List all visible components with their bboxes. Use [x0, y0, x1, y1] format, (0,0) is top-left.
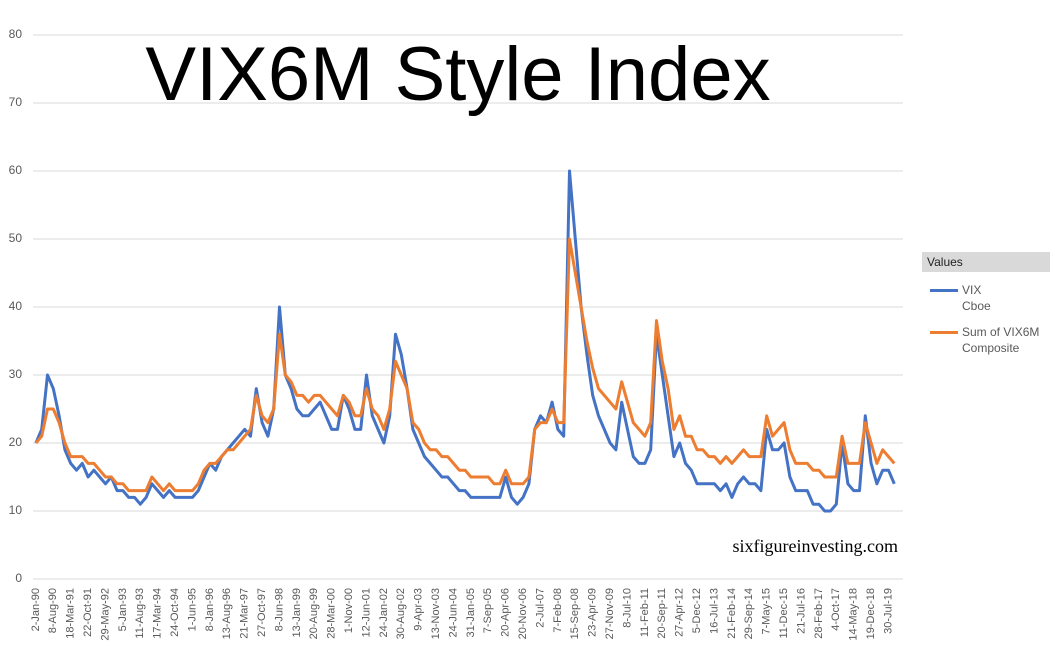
- x-tick-label: 14-May-18: [848, 588, 860, 641]
- y-tick-label: 20: [9, 435, 23, 449]
- x-tick-label: 2-Jul-07: [534, 588, 546, 628]
- x-tick-label: 21-Mar-97: [239, 588, 251, 639]
- legend-title: Values: [922, 252, 1050, 272]
- x-tick-label: 2-Jan-90: [30, 588, 42, 631]
- x-tick-label: 20-Nov-06: [517, 588, 529, 639]
- legend-swatch: [930, 331, 958, 334]
- x-tick-label: 13-Nov-03: [430, 588, 442, 639]
- y-tick-label: 70: [9, 95, 23, 109]
- x-tick-label: 5-Dec-12: [691, 588, 703, 633]
- x-tick-label: 12-Jun-01: [360, 588, 372, 638]
- x-tick-label: 21-Jul-16: [795, 588, 807, 634]
- x-tick-label: 30-Aug-02: [395, 588, 407, 639]
- x-tick-label: 30-Jul-19: [882, 588, 894, 634]
- x-tick-label: 16-Jul-13: [708, 588, 720, 634]
- x-tick-label: 1-Nov-00: [343, 588, 355, 633]
- x-tick-label: 20-Aug-99: [308, 588, 320, 639]
- x-tick-label: 20-Apr-06: [500, 588, 512, 637]
- legend: Values VIX Cboe Sum of VIX6M Composite: [922, 252, 1050, 356]
- y-tick-label: 60: [9, 163, 23, 177]
- y-tick-label: 80: [9, 27, 23, 41]
- y-tick-label: 0: [15, 571, 22, 585]
- x-tick-label: 9-Apr-03: [413, 588, 425, 631]
- x-tick-label: 28-Mar-00: [326, 588, 338, 639]
- y-tick-label: 30: [9, 367, 23, 381]
- legend-entry: VIX Cboe: [922, 282, 1050, 314]
- grid: 0 10 20 30 40 50 60 70 80 2-Jan-90 8-Aug-90 18-Mar-…: [9, 27, 903, 641]
- x-tick-label: 28-Feb-17: [813, 588, 825, 639]
- legend-label: Sum of VIX6M Composite: [962, 325, 1040, 355]
- chart-title: VIX6M Style Index: [145, 32, 770, 117]
- series-line: [34, 237, 896, 493]
- legend-entry: Sum of VIX6M Composite: [922, 324, 1050, 356]
- x-tick-label: 8-Jun-98: [273, 588, 285, 631]
- x-tick-label: 27-Nov-09: [604, 588, 616, 639]
- x-tick-label: 11-Aug-93: [134, 588, 146, 639]
- plot: [34, 169, 896, 513]
- x-tick-label: 21-Feb-14: [726, 588, 738, 639]
- x-tick-label: 7-May-15: [761, 588, 773, 634]
- y-tick-label: 50: [9, 231, 23, 245]
- x-tick-label: 29-Sep-14: [743, 588, 755, 639]
- watermark: sixfigureinvesting.com: [733, 536, 898, 556]
- x-tick-label: 22-Oct-91: [82, 588, 94, 637]
- x-tick-label: 24-Jun-04: [447, 588, 459, 638]
- x-tick-label: 7-Sep-05: [482, 588, 494, 633]
- x-tick-label: 19-Dec-18: [865, 588, 877, 639]
- legend-label: VIX Cboe: [962, 283, 991, 313]
- x-tick-label: 8-Jan-96: [204, 588, 216, 631]
- x-tick-label: 31-Jan-05: [465, 588, 477, 638]
- series-line: [34, 169, 896, 513]
- x-tick-label: 8-Aug-90: [47, 588, 59, 633]
- x-tick-label: 13-Aug-96: [221, 588, 233, 639]
- x-tick-label: 18-Mar-91: [65, 588, 77, 639]
- x-tick-label: 20-Sep-11: [656, 588, 668, 639]
- x-tick-label: 24-Oct-94: [169, 588, 181, 637]
- x-tick-label: 1-Jun-95: [186, 588, 198, 631]
- legend-swatch: [930, 289, 958, 292]
- x-tick-label: 27-Apr-12: [674, 588, 686, 637]
- x-tick-label: 27-Oct-97: [256, 588, 268, 637]
- x-tick-label: 8-Jul-10: [621, 588, 633, 628]
- x-tick-label: 17-Mar-94: [152, 588, 164, 639]
- x-tick-label: 7-Feb-08: [552, 588, 564, 633]
- x-tick-label: 23-Apr-09: [587, 588, 599, 637]
- y-tick-label: 10: [9, 503, 23, 517]
- x-tick-label: 4-Oct-17: [830, 588, 842, 631]
- x-tick-label: 11-Dec-15: [778, 588, 790, 639]
- x-tick-label: 13-Jan-99: [291, 588, 303, 638]
- x-tick-label: 5-Jan-93: [117, 588, 129, 631]
- x-tick-label: 11-Feb-11: [639, 588, 651, 637]
- y-tick-label: 40: [9, 299, 23, 313]
- x-tick-label: 15-Sep-08: [569, 588, 581, 639]
- x-tick-label: 29-May-92: [99, 588, 111, 641]
- x-tick-label: 24-Jan-02: [378, 588, 390, 638]
